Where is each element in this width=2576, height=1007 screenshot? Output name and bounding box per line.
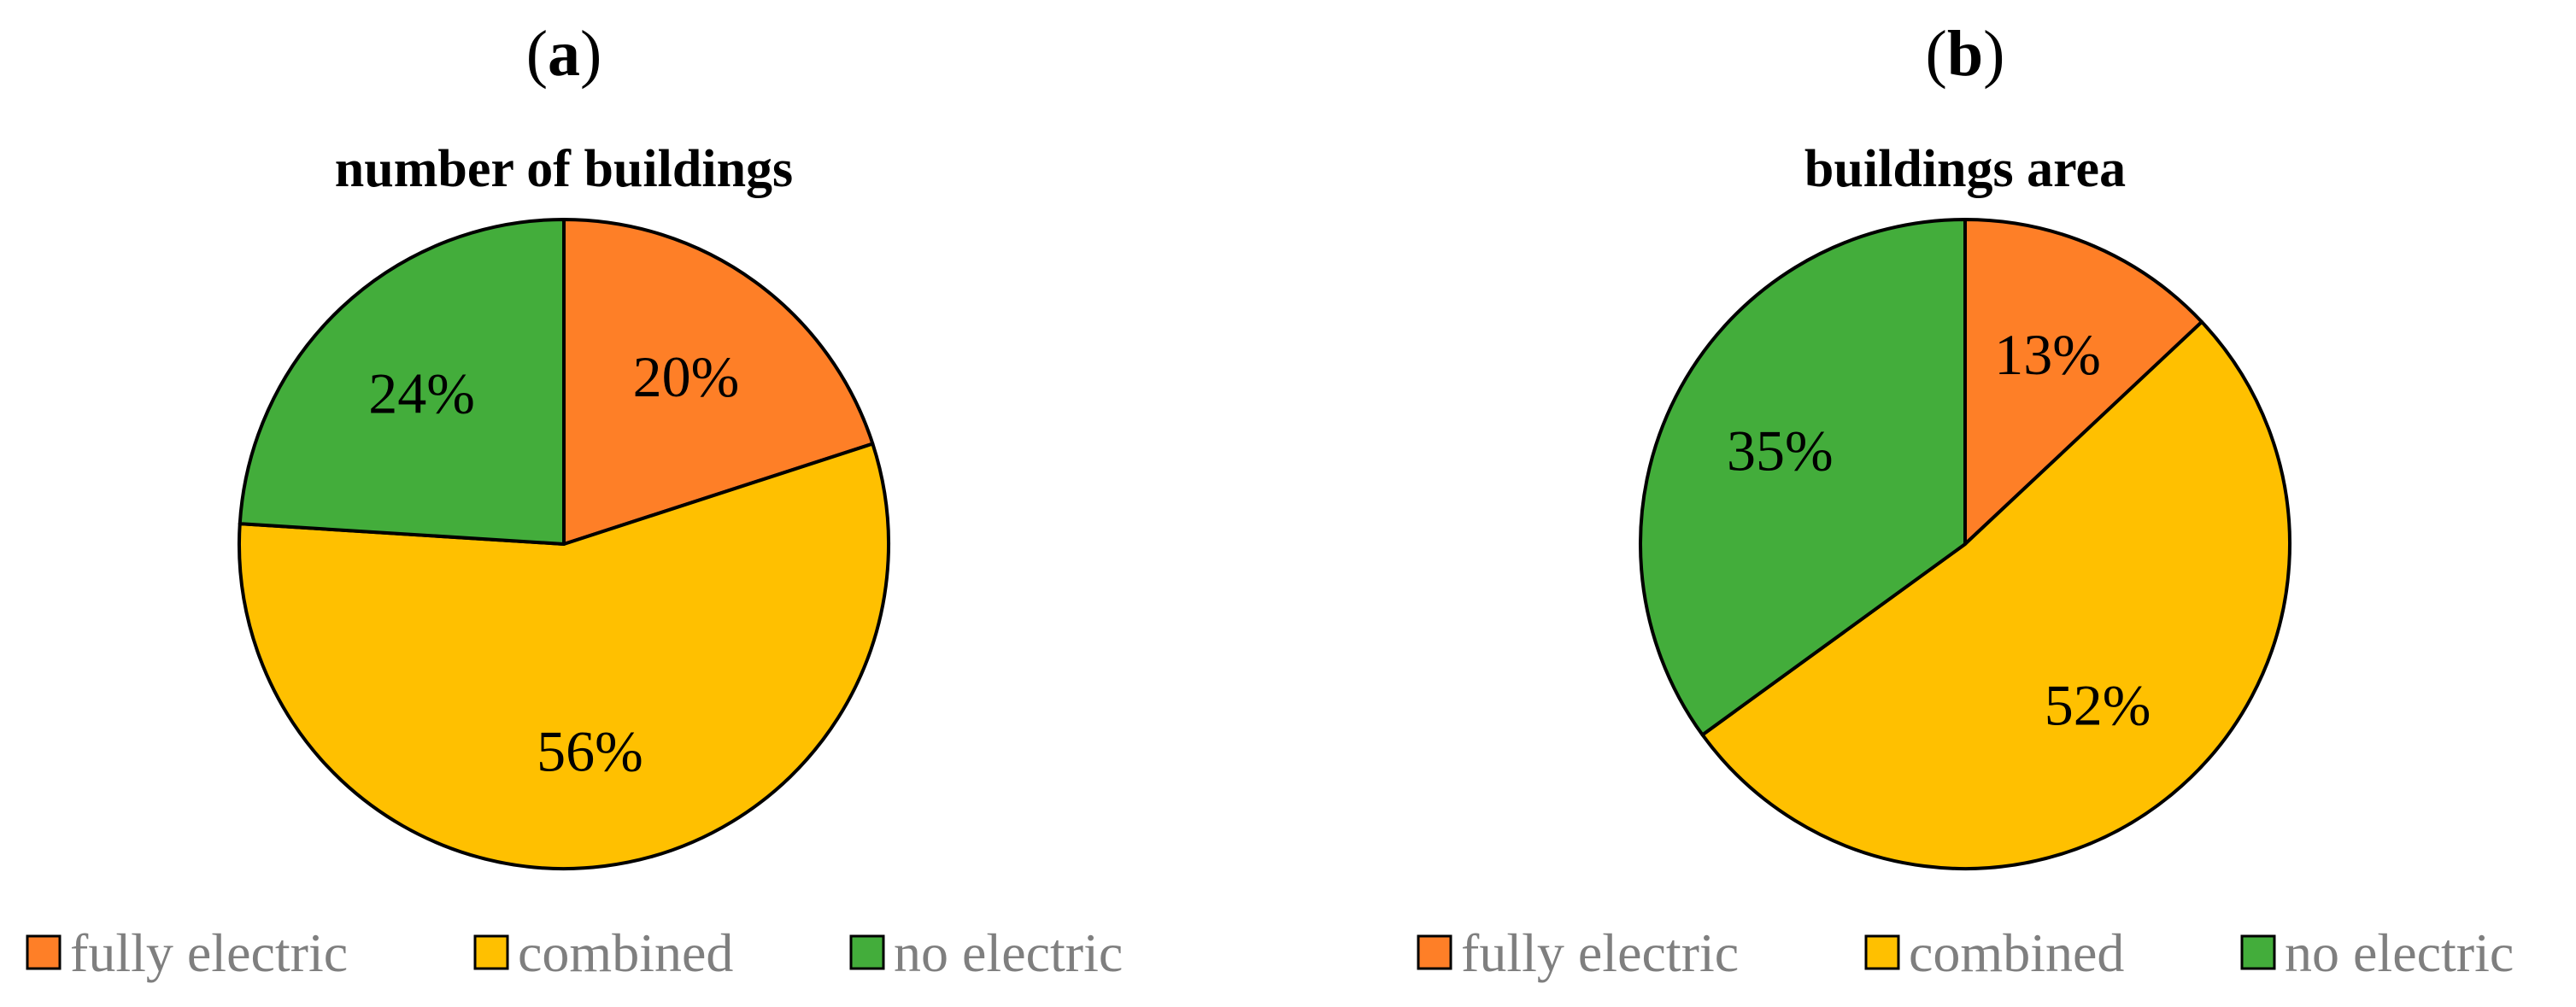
data-label-fully-electric: 20% xyxy=(633,344,740,409)
legend-swatch-combined xyxy=(473,934,509,970)
legend-label-no-electric: no electric xyxy=(894,922,1123,983)
data-label-combined: 56% xyxy=(537,718,643,783)
pie-slice-combined xyxy=(1700,319,2291,870)
chart-title-a: number of buildings xyxy=(335,140,793,198)
legend-label-fully-electric: fully electric xyxy=(70,922,348,983)
legend-label-combined: combined xyxy=(518,922,733,983)
pie-b: 13% 52% 35% xyxy=(1639,218,2291,870)
legend-label-combined: combined xyxy=(1909,922,2124,983)
chart-a: (a) number of buildings 20% 56% 24% fully … xyxy=(26,18,1123,983)
data-label-no-electric: 35% xyxy=(1727,419,1834,483)
legend-b: fully electric combined no electric xyxy=(1417,922,2514,983)
legend-item-combined: combined xyxy=(1864,922,2124,983)
data-label-combined: 52% xyxy=(2045,672,2151,737)
legend-swatch-fully-electric xyxy=(1417,934,1452,970)
chart-b: (b) buildings area 13% 52% 35% fully elect… xyxy=(1417,18,2514,983)
legend-item-no-electric: no electric xyxy=(849,922,1123,983)
pie-slice-fully-electric xyxy=(562,218,875,546)
legend-a: fully electric combined no electric xyxy=(26,922,1123,983)
chart-title-b: buildings area xyxy=(1804,140,2126,198)
legend-label-no-electric: no electric xyxy=(2285,922,2514,983)
legend-swatch-fully-electric xyxy=(26,934,62,970)
legend-label-fully-electric: fully electric xyxy=(1461,922,1739,983)
pie-slice-fully-electric xyxy=(1963,218,2204,546)
legend-item-fully-electric: fully electric xyxy=(1417,922,1739,983)
pie-a: 20% 56% 24% xyxy=(238,218,890,870)
data-label-no-electric: 24% xyxy=(368,361,475,426)
legend-swatch-no-electric xyxy=(2240,934,2276,970)
panel-label-b: (b) xyxy=(1926,18,2005,90)
legend-item-combined: combined xyxy=(473,922,733,983)
panel-label-a: (a) xyxy=(526,18,602,90)
legend-swatch-combined xyxy=(1864,934,1900,970)
legend-item-fully-electric: fully electric xyxy=(26,922,348,983)
pie-slice-combined xyxy=(238,442,890,870)
pie-slice-no-electric xyxy=(1639,218,1967,737)
data-label-fully-electric: 13% xyxy=(1994,322,2101,387)
pie-slice-no-electric xyxy=(238,218,566,546)
legend-item-no-electric: no electric xyxy=(2240,922,2514,983)
legend-swatch-no-electric xyxy=(849,934,885,970)
